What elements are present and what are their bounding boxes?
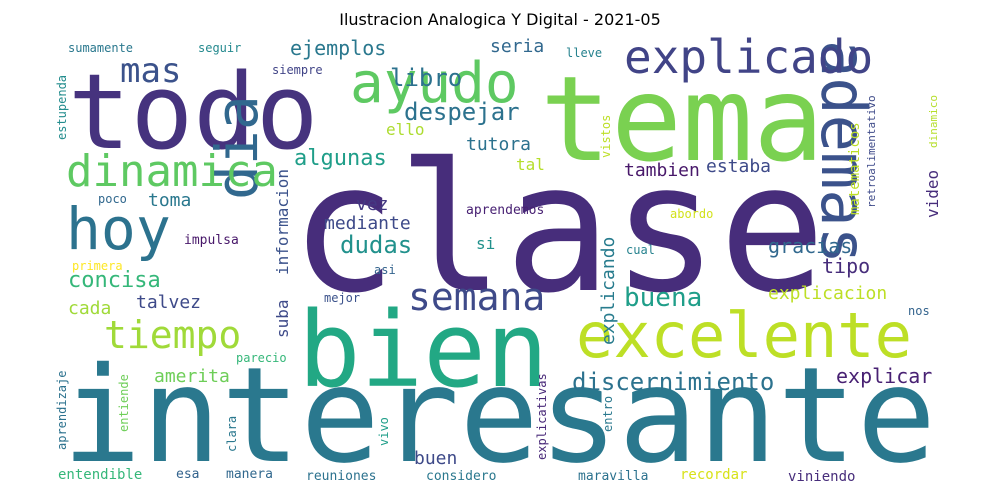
word-considero: considero bbox=[426, 469, 497, 484]
word-recordar: recordar bbox=[680, 467, 748, 483]
word-ayudo: ayudo bbox=[350, 51, 519, 116]
word-concisa: concisa bbox=[68, 268, 161, 293]
word-retroalimentativo: retroalimentativo bbox=[865, 95, 878, 208]
word-video: video bbox=[923, 169, 942, 218]
word-vistos: vistos bbox=[599, 114, 613, 158]
word-viniendo: viniendo bbox=[788, 469, 856, 485]
word-excelente: excelente bbox=[576, 299, 912, 372]
word-tutora: tutora bbox=[466, 134, 532, 155]
word-tambien: tambien bbox=[624, 160, 700, 181]
word-amerita: amerita bbox=[154, 366, 230, 387]
word-clara: clara bbox=[225, 415, 239, 452]
word-clase: clase bbox=[290, 125, 826, 332]
word-algunas: algunas bbox=[294, 146, 387, 171]
word-bien: bien bbox=[298, 289, 549, 411]
word-interesante: interesante bbox=[62, 339, 937, 493]
word-aprendemos: aprendemos bbox=[466, 203, 545, 218]
word-explicacion: explicacion bbox=[768, 283, 888, 304]
word-abordo: abordo bbox=[670, 207, 714, 221]
word-dinamica: dinamica bbox=[66, 146, 278, 197]
word-cada: cada bbox=[68, 298, 112, 319]
word-buena: buena bbox=[624, 283, 703, 313]
word-cual: cual bbox=[626, 243, 655, 257]
word-semana: semana bbox=[408, 275, 546, 319]
word-maravilla: maravilla bbox=[578, 469, 649, 484]
word-primera: primera bbox=[72, 259, 123, 273]
word-ejemplos: ejemplos bbox=[290, 36, 387, 60]
word-poco: poco bbox=[98, 192, 127, 206]
word-mediante: mediante bbox=[324, 213, 411, 234]
word-gracias: gracias bbox=[768, 234, 853, 258]
word-explicar: explicar bbox=[836, 364, 933, 388]
word-estaba: estaba bbox=[706, 156, 772, 177]
word-mejor: mejor bbox=[324, 291, 361, 305]
word-asi: asi bbox=[374, 263, 396, 277]
word-dinamico: dinamico bbox=[927, 95, 940, 148]
word-mas: mas bbox=[120, 51, 182, 91]
word-seguir: seguir bbox=[198, 41, 242, 55]
word-siempre: siempre bbox=[272, 63, 323, 77]
word-matematicos: matematicos bbox=[847, 122, 863, 215]
word-si: si bbox=[476, 234, 496, 253]
word-discernimiento: discernimiento bbox=[572, 368, 775, 396]
word-explicando: explicando bbox=[598, 236, 619, 345]
word-informacion: informacion bbox=[273, 169, 292, 275]
word-tema: tema bbox=[540, 50, 825, 188]
word-toma: toma bbox=[148, 190, 192, 211]
word-seria: seria bbox=[490, 36, 545, 57]
word-hoy: hoy bbox=[66, 195, 171, 263]
word-entiende: entiende bbox=[117, 374, 131, 432]
word-ello: ello bbox=[386, 120, 425, 139]
word-aprendizaje: aprendizaje bbox=[55, 370, 69, 450]
word-esa: esa bbox=[176, 467, 200, 482]
word-tipo: tipo bbox=[822, 254, 871, 278]
word-estupenda: estupenda bbox=[55, 74, 69, 140]
word-buen: buen bbox=[414, 448, 458, 469]
word-despejar: despejar bbox=[404, 98, 520, 126]
word-entendible: entendible bbox=[58, 467, 143, 483]
word-vivo: vivo bbox=[377, 417, 391, 446]
word-reuniones: reuniones bbox=[306, 469, 377, 484]
word-dudas: dudas bbox=[340, 231, 413, 259]
word-vez: vez bbox=[356, 194, 389, 215]
word-nos: nos bbox=[908, 304, 930, 318]
word-suba: suba bbox=[273, 299, 292, 338]
word-lleve: lleve bbox=[566, 46, 603, 60]
word-sumamente: sumamente bbox=[68, 41, 134, 55]
word-entro: entro bbox=[601, 395, 615, 432]
word-todo: todo bbox=[68, 51, 319, 173]
page-title: Ilustracion Analogica Y Digital - 2021-0… bbox=[339, 10, 661, 29]
word-explicativas: explicativas bbox=[535, 373, 549, 460]
word-parecio: parecio bbox=[236, 351, 287, 365]
word-manera: manera bbox=[226, 467, 273, 482]
word-tiempo: tiempo bbox=[104, 313, 242, 357]
word-explicado: explicado bbox=[624, 30, 874, 84]
word-tal: tal bbox=[516, 155, 545, 174]
word-talvez: talvez bbox=[136, 292, 202, 313]
word-libro: libro bbox=[390, 64, 463, 92]
word-impulsa: impulsa bbox=[184, 233, 239, 248]
